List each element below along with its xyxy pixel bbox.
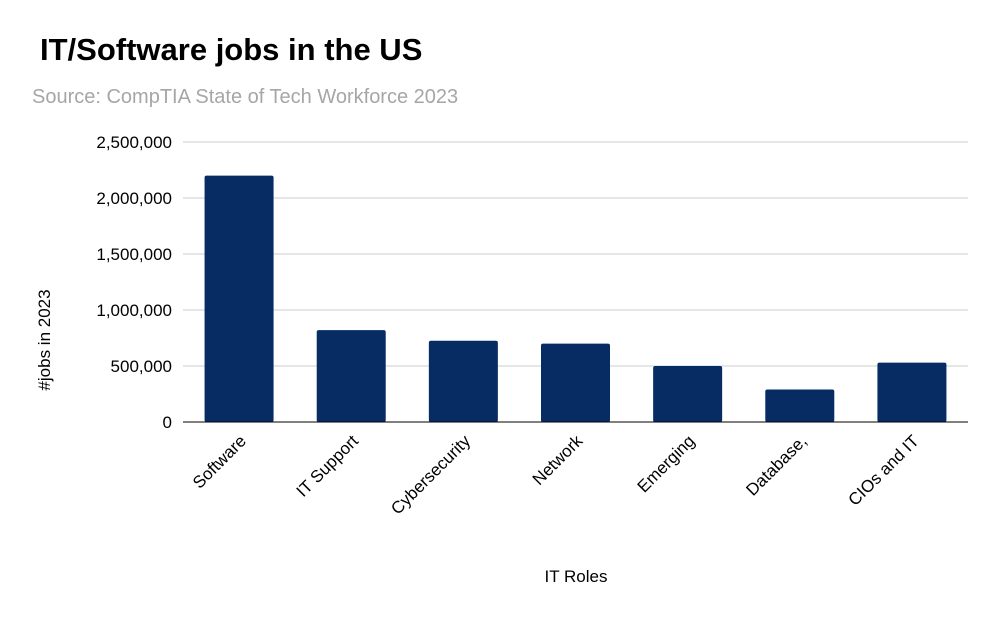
y-tick-label: 2,500,000 bbox=[96, 133, 172, 152]
x-axis-ticks: Software IT Support Cybersecurity Network Em… bbox=[189, 431, 923, 518]
y-tick-label: 2,000,000 bbox=[96, 189, 172, 208]
y-tick-label: 0 bbox=[163, 413, 172, 432]
y-axis-title: #jobs in 2023 bbox=[35, 289, 54, 390]
x-tick-label: Cybersecurity bbox=[387, 431, 474, 518]
bar bbox=[541, 343, 610, 422]
bar bbox=[765, 389, 835, 422]
bar bbox=[428, 340, 498, 422]
y-axis-ticks: 0 500,000 1,000,000 1,500,000 2,000,000 2,500… bbox=[96, 133, 172, 432]
bars bbox=[204, 175, 947, 422]
gridlines bbox=[183, 141, 968, 367]
x-tick-label: Emerging bbox=[634, 431, 699, 496]
chart-title: IT/Software jobs in the US bbox=[40, 32, 423, 67]
x-axis-title: IT Roles bbox=[545, 567, 608, 586]
bar bbox=[877, 362, 947, 422]
bar bbox=[316, 330, 386, 422]
bar bbox=[653, 366, 723, 422]
x-tick-label: CIOs and IT bbox=[845, 431, 923, 509]
y-tick-label: 500,000 bbox=[111, 357, 172, 376]
chart-subtitle: Source: CompTIA State of Tech Workforce … bbox=[32, 86, 459, 108]
y-tick-label: 1,000,000 bbox=[96, 301, 172, 320]
x-tick-label: Software bbox=[189, 431, 250, 492]
bar bbox=[204, 175, 274, 422]
y-tick-label: 1,500,000 bbox=[96, 245, 172, 264]
x-tick-label: Database, bbox=[742, 431, 810, 499]
x-tick-label: IT Support bbox=[293, 431, 363, 501]
x-tick-label: Network bbox=[529, 431, 587, 489]
